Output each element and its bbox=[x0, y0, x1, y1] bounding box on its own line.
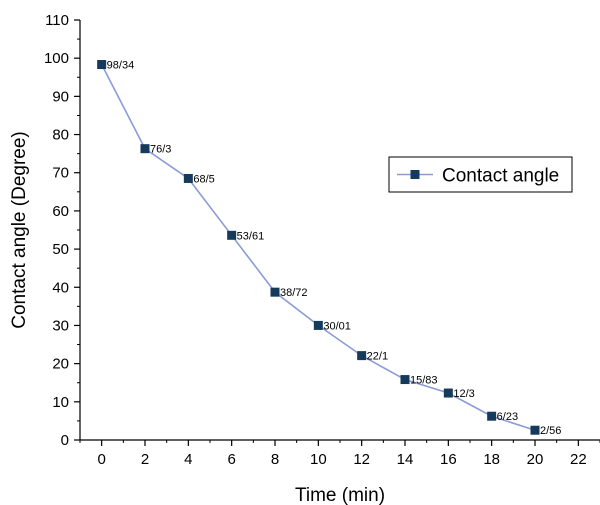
y-tick-label: 70 bbox=[52, 165, 69, 182]
data-label: 30/01 bbox=[323, 320, 351, 332]
data-point bbox=[530, 425, 540, 435]
legend-marker bbox=[410, 170, 420, 179]
data-label: 38/72 bbox=[280, 287, 308, 299]
data-point bbox=[357, 351, 367, 361]
data-label: 53/61 bbox=[237, 230, 265, 242]
data-label: 76/3 bbox=[150, 144, 171, 156]
data-point bbox=[270, 287, 280, 297]
data-label: 68/5 bbox=[193, 173, 214, 185]
y-tick-label: 110 bbox=[45, 12, 69, 29]
series-layer bbox=[97, 60, 540, 435]
data-point bbox=[443, 388, 453, 398]
y-tick-label: 20 bbox=[52, 356, 69, 373]
data-point bbox=[313, 320, 323, 330]
legend: Contact angle bbox=[388, 156, 573, 193]
data-point bbox=[227, 230, 237, 240]
legend-label: Contact angle bbox=[442, 166, 559, 187]
x-tick-label: 16 bbox=[440, 451, 457, 468]
data-labels: 98/34 76/3 68/5 53/61 38/72 30/01 22/1 15/83 12/… bbox=[107, 60, 562, 438]
x-axis-title: Time (min) bbox=[295, 485, 385, 505]
y-tick-label: 40 bbox=[52, 279, 69, 296]
data-point bbox=[400, 375, 410, 385]
data-point bbox=[487, 411, 497, 421]
series-line bbox=[100, 64, 536, 431]
y-tick-label: 50 bbox=[52, 241, 69, 258]
y-tick-label: 10 bbox=[52, 394, 69, 411]
data-label: 98/34 bbox=[107, 60, 135, 72]
y-axis-title: Contact angle (Degree) bbox=[9, 131, 30, 329]
data-point bbox=[140, 144, 150, 154]
y-tick-label: 0 bbox=[61, 432, 69, 449]
data-label: 6/23 bbox=[497, 411, 518, 423]
y-tick-label: 30 bbox=[52, 317, 69, 334]
y-tick-label: 90 bbox=[52, 88, 69, 105]
y-tick-label: 80 bbox=[52, 127, 69, 144]
x-tick-label: 6 bbox=[227, 451, 235, 468]
x-tick-label: 18 bbox=[483, 451, 500, 468]
data-point bbox=[97, 60, 107, 70]
x-tick-label: 4 bbox=[184, 451, 192, 468]
y-tick-label: 60 bbox=[52, 203, 69, 220]
data-label: 2/56 bbox=[540, 425, 561, 437]
x-tick-label: 8 bbox=[271, 451, 279, 468]
x-tick-label: 2 bbox=[141, 451, 149, 468]
data-label: 22/1 bbox=[367, 351, 388, 363]
x-tick-label: 20 bbox=[527, 451, 544, 468]
x-tick-label: 0 bbox=[97, 451, 105, 468]
data-point bbox=[183, 173, 193, 183]
data-label: 15/83 bbox=[410, 375, 438, 387]
x-tick-label: 14 bbox=[397, 451, 414, 468]
x-tick-label: 10 bbox=[310, 451, 327, 468]
y-tick-label: 100 bbox=[44, 50, 69, 67]
axes: 0 10 20 30 40 50 60 70 80 90 100 110 0 2 4 6 8 10 12 14 16 18… bbox=[44, 12, 600, 468]
x-tick-label: 22 bbox=[570, 451, 587, 468]
data-label: 12/3 bbox=[453, 388, 474, 400]
x-tick-label: 12 bbox=[353, 451, 370, 468]
